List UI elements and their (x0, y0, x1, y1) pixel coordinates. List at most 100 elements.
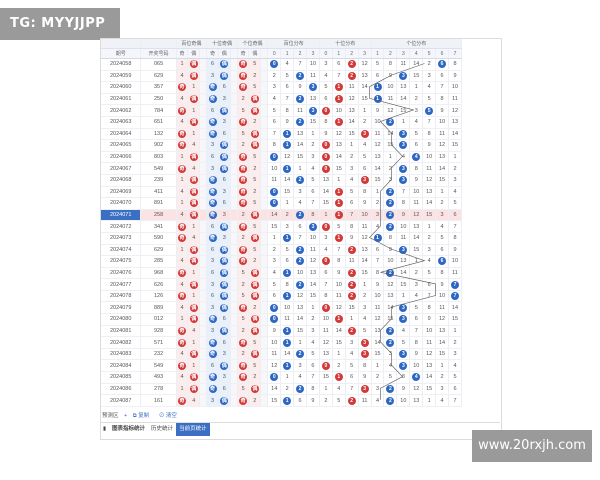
even-cell: 偶 (187, 186, 201, 199)
gap-cell (230, 104, 238, 117)
distribution-cell: 11 (371, 301, 385, 315)
gap-cell (260, 174, 269, 187)
parity-ball: 偶 (189, 303, 198, 312)
odd-cell: 奇 (176, 128, 189, 141)
odd-cell: 奇 (206, 93, 219, 106)
distribution-cell: 3 (396, 348, 411, 361)
distribution-cell: 12 (435, 139, 450, 152)
distribution-cell: 15 (345, 128, 359, 141)
distribution-cell: 8 (332, 255, 346, 268)
draw-number-cell: 258 (140, 209, 177, 222)
distribution-ball: 3 (399, 71, 408, 80)
distribution-cell: 3 (319, 232, 333, 245)
distribution-cell: 8 (267, 139, 282, 152)
distribution-ball: 1 (373, 234, 382, 243)
distribution-ball: 1 (334, 199, 343, 208)
distribution-ball: 0 (321, 303, 330, 312)
distribution-cell: 15 (383, 313, 398, 326)
distribution-ball: 3 (399, 315, 408, 324)
distribution-cell: 3 (383, 174, 398, 187)
parity-ball: 奇 (178, 106, 187, 115)
distribution-cell: 7 (280, 93, 295, 106)
distribution-cell: 1 (293, 336, 307, 349)
odd-cell: 奇 (237, 162, 250, 175)
parity-ball: 偶 (220, 60, 229, 69)
distribution-cell: 10 (319, 313, 333, 326)
even-cell: 偶 (187, 301, 201, 315)
distribution-cell: 4 (280, 58, 295, 71)
odd-cell: 1 (176, 151, 189, 164)
distribution-cell: 13 (409, 394, 424, 407)
issue-cell: 2024068 (101, 174, 142, 187)
gap-cell (199, 151, 208, 164)
parity-ball: 偶 (220, 396, 229, 405)
header-blank (101, 39, 142, 49)
odd-cell: 奇 (237, 116, 250, 129)
distribution-cell: 14 (293, 313, 307, 326)
table-row: 2024066 803 1 偶 6 偶奇 5 0 12 15 3 0 14 2 5 13 1 4 4 10 13 1 (101, 151, 501, 164)
distribution-cell: 8 (396, 197, 411, 210)
odd-cell: 奇 (206, 383, 219, 396)
distribution-cell: 7 (422, 290, 437, 303)
gap-cell (199, 186, 208, 199)
distribution-cell: 11 (267, 174, 282, 187)
distribution-cell: 11 (267, 348, 282, 361)
gap-cell (230, 220, 238, 233)
distribution-cell: 3 (280, 220, 295, 233)
distribution-cell: 8 (422, 128, 437, 141)
distribution-ball: 2 (347, 60, 356, 69)
table-row: 2024062 784 奇 1 6 偶 5 偶 5 8 11 3 0 10 13 1 9 12 15 3 5 9 12 (101, 104, 501, 117)
even-cell: 偶 (187, 151, 201, 164)
even-cell: 5 (248, 151, 262, 164)
distribution-cell: 7 (306, 371, 320, 384)
gap-cell (230, 359, 238, 373)
stats-tab[interactable]: 图表指标统计 (112, 426, 146, 432)
distribution-ball: 1 (334, 234, 343, 243)
parity-ball: 偶 (189, 257, 198, 266)
distribution-cell: 6 (293, 394, 307, 407)
stats-tab[interactable]: 历史统计 (151, 426, 174, 432)
stats-tab[interactable]: 当前页统计 (176, 423, 210, 436)
distribution-cell: 0 (267, 371, 282, 384)
distribution-ball: 2 (296, 95, 305, 104)
clear-button[interactable]: ⊘ 清空 (158, 413, 177, 419)
distribution-cell: 9 (358, 197, 372, 210)
even-cell: 5 (248, 244, 262, 257)
issue-cell: 2024065 (101, 139, 142, 152)
gap-cell (199, 58, 208, 71)
parity-ball: 奇 (178, 361, 187, 370)
distribution-cell: 9 (435, 278, 450, 291)
add-icon[interactable]: + (124, 413, 128, 419)
even-cell: 偶 (218, 220, 231, 233)
odd-cell: 奇 (237, 336, 250, 349)
distribution-cell: 8 (409, 162, 424, 175)
distribution-cell: 2 (267, 70, 282, 83)
header-group-label: 百位分布 (267, 39, 320, 49)
odd-cell: 3 (206, 162, 219, 175)
odd-cell: 5 (237, 104, 250, 117)
distribution-ball: 2 (347, 292, 356, 301)
gap-cell (199, 162, 208, 175)
even-cell: 偶 (218, 325, 231, 338)
distribution-cell: 1 (280, 232, 295, 245)
table-row: 2024065 902 奇 4 3 偶 2 偶 8 1 14 2 0 13 1 4 12 15 3 6 9 12 15 (101, 139, 501, 152)
distribution-cell: 3 (383, 348, 398, 361)
parity-ball: 奇 (208, 350, 217, 359)
distribution-cell: 5 (422, 104, 437, 117)
distribution-cell: 2 (319, 394, 333, 407)
distribution-ball: 3 (308, 83, 317, 92)
distribution-cell: 1 (280, 290, 295, 303)
even-cell: 5 (248, 81, 262, 94)
draw-number-cell: 629 (140, 70, 177, 83)
copy-button[interactable]: ⧉ 复制 (132, 413, 150, 419)
odd-cell: 奇 (176, 394, 189, 407)
parity-ball: 奇 (208, 373, 217, 382)
distribution-ball: 3 (399, 176, 408, 185)
issue-cell: 2024066 (101, 151, 142, 164)
distribution-cell: 10 (396, 220, 411, 233)
parity-ball: 奇 (239, 361, 248, 370)
distribution-cell: 2 (345, 244, 359, 257)
parity-ball: 偶 (250, 292, 259, 301)
gap-cell (199, 116, 208, 129)
distribution-cell: 1 (396, 290, 411, 303)
